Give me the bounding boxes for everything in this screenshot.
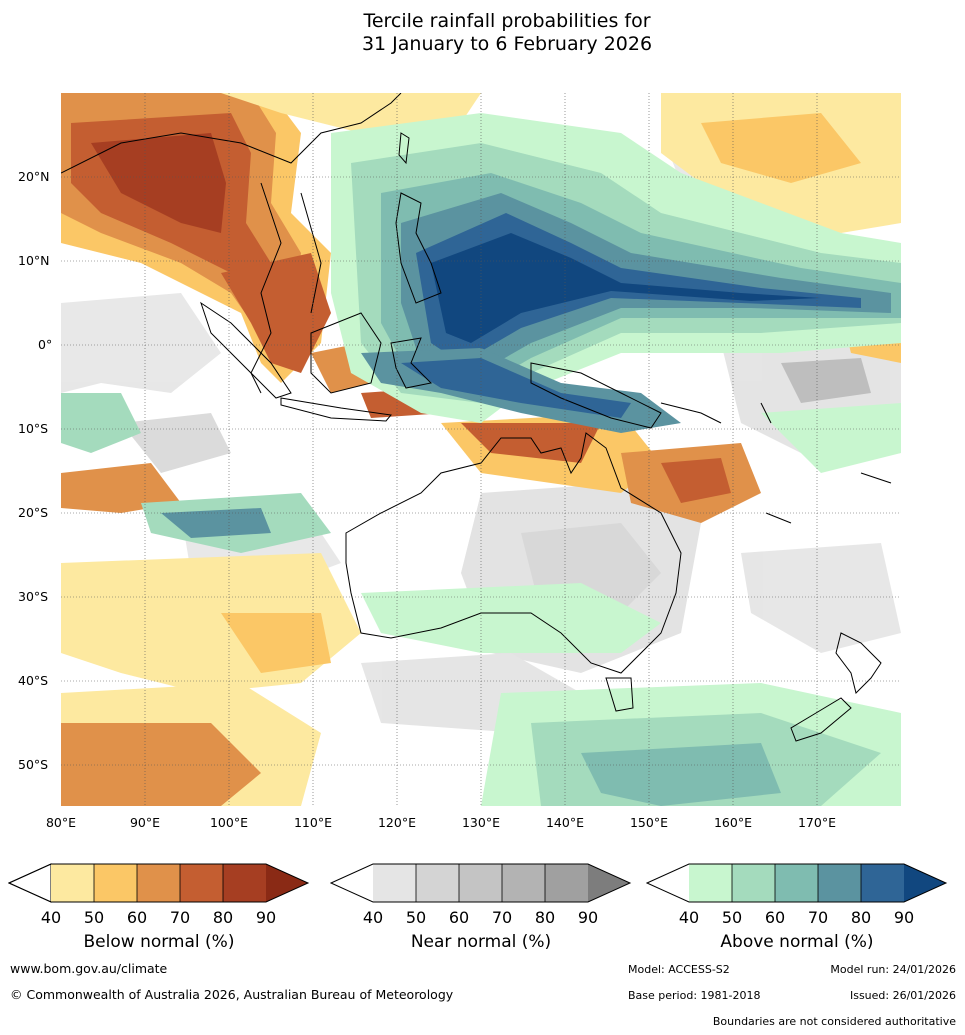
borneo-outline (310, 312, 382, 394)
graticule (61, 93, 901, 806)
taiwan-outline (398, 132, 410, 165)
tasmania-outline (605, 677, 634, 712)
map-canvas (61, 93, 901, 806)
colorbar-swatch (775, 864, 818, 902)
model-text: Model: ACCESS-S2 (628, 963, 730, 976)
tick-label: 90 (255, 908, 277, 927)
tick-label: 70 (169, 908, 191, 927)
title-line-2: 31 January to 6 February 2026 (361, 33, 653, 55)
sulawesi-outline (390, 337, 433, 389)
colorbar-swatch (647, 864, 689, 902)
lon-label: 150°E (629, 815, 668, 830)
base-period-text: Base period: 1981-2018 (628, 989, 761, 1002)
lat-label: 20°N (18, 169, 50, 184)
tick-label: 40 (40, 908, 62, 927)
legend-caption: Above normal (%) (720, 932, 874, 952)
colorbar-below-normal (7, 863, 310, 903)
colorbar-swatch (416, 864, 459, 902)
tick-label: 50 (405, 908, 427, 927)
lat-label: 10°N (18, 253, 50, 268)
probability-map (61, 93, 901, 806)
issued-text: Issued: 26/01/2026 (849, 989, 956, 1002)
colorbar-swatch (94, 864, 137, 902)
tick-label: 60 (448, 908, 470, 927)
below-normal-field (61, 93, 901, 806)
new-guinea-outline (530, 362, 662, 429)
colorbar-swatch (223, 864, 266, 902)
lon-label: 160°E (713, 815, 752, 830)
tick-label: 50 (83, 908, 105, 927)
colorbar-swatch (818, 864, 861, 902)
sumatra-outline (200, 301, 292, 399)
disclaimer-text: Boundaries are not considered authoritat… (712, 1015, 956, 1028)
colorbar-ticks: 40 50 60 70 80 90 (8, 908, 310, 930)
legend-caption: Below normal (%) (83, 932, 235, 952)
colorbar-swatch (732, 864, 775, 902)
colorbar-swatch (861, 864, 904, 902)
colorbar-swatch (7, 863, 52, 903)
title-line-1: Tercile rainfall probabilities for (363, 10, 651, 32)
lon-label: 170°E (797, 815, 836, 830)
colorbar-swatch (545, 864, 588, 902)
colorbar-swatch (373, 864, 416, 902)
lat-label: 10°S (18, 421, 49, 436)
legend-above-normal: 40 50 60 70 80 90 Above normal (%) (645, 862, 948, 952)
tick-label: 80 (212, 908, 234, 927)
legend-caption: Near normal (%) (410, 932, 552, 952)
legend-below-normal: 40 50 60 70 80 90 Below normal (%) (7, 862, 310, 952)
tick-label: 70 (491, 908, 513, 927)
lon-label: 130°E (461, 815, 500, 830)
colorbar-near-normal (329, 863, 632, 903)
colorbar-swatch (266, 864, 308, 902)
colorbar-swatch (588, 864, 630, 902)
colorbar-ticks: 40 50 60 70 80 90 (330, 908, 632, 930)
colorbar-swatch (904, 864, 946, 902)
colorbar-above-normal (645, 863, 948, 903)
tick-label: 40 (362, 908, 384, 927)
new-zealand-north-outline (835, 632, 882, 694)
copyright-text: © Commonwealth of Australia 2026, Austra… (10, 987, 454, 1002)
lon-label: 90°E (129, 815, 161, 830)
philippines-outline (395, 192, 442, 304)
model-run-text: Model run: 24/01/2026 (830, 963, 956, 976)
tick-label: 90 (893, 908, 915, 927)
tick-label: 60 (126, 908, 148, 927)
tick-label: 70 (807, 908, 829, 927)
tick-label: 90 (577, 908, 599, 927)
tick-label: 40 (678, 908, 700, 927)
legend-near-normal: 40 50 60 70 80 90 Near normal (%) (329, 862, 632, 952)
colorbar-swatch (137, 864, 180, 902)
lon-label: 110°E (293, 815, 332, 830)
lat-label: 40°S (18, 673, 49, 688)
colorbar-swatch (502, 864, 545, 902)
above-normal-field (61, 113, 901, 806)
mainland-asia-outline (61, 93, 402, 394)
source-link[interactable]: www.bom.gov.au/climate (10, 961, 168, 976)
java-outline (280, 397, 392, 422)
map-title: Tercile rainfall probabilities for 31 Ja… (0, 10, 965, 56)
tick-label: 60 (764, 908, 786, 927)
tick-label: 80 (850, 908, 872, 927)
lon-label: 140°E (545, 815, 584, 830)
colorbar-swatch (331, 864, 373, 902)
colorbar-swatch (180, 864, 223, 902)
colorbar-swatch (51, 864, 94, 902)
lat-label: 0° (38, 337, 53, 352)
lat-label: 30°S (18, 589, 49, 604)
tick-label: 50 (721, 908, 743, 927)
colorbar-swatch (689, 864, 732, 902)
pacific-islands-outline (660, 402, 892, 524)
lon-label: 80°E (45, 815, 77, 830)
colorbar-ticks: 40 50 60 70 80 90 (646, 908, 948, 930)
lon-label: 100°E (209, 815, 248, 830)
lon-label: 120°E (377, 815, 416, 830)
lat-label: 50°S (18, 757, 49, 772)
tick-label: 80 (534, 908, 556, 927)
lat-label: 20°S (18, 505, 49, 520)
colorbar-swatch (459, 864, 502, 902)
new-zealand-south-outline (790, 697, 852, 742)
